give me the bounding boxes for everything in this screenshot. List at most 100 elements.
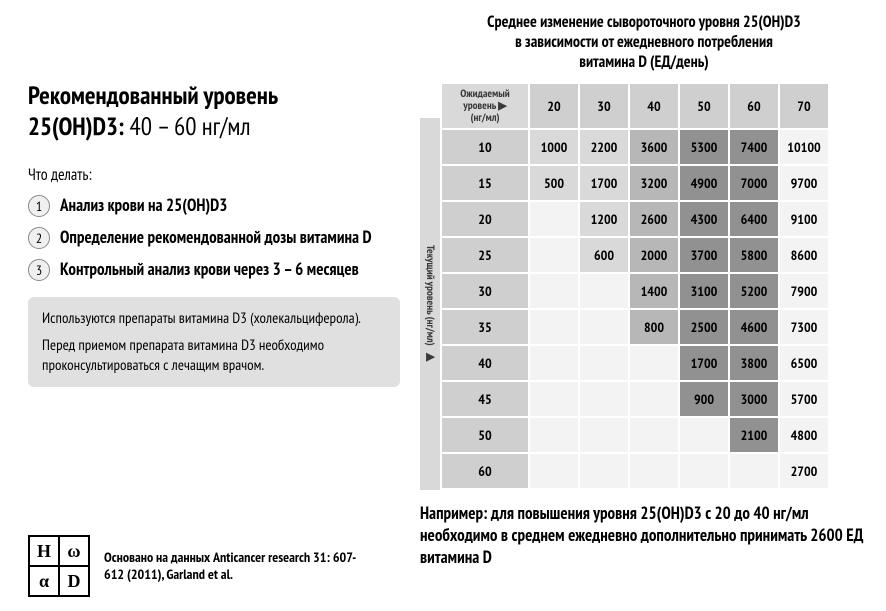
dose-cell: 10100 — [780, 130, 828, 164]
dose-cell: 2700 — [780, 454, 828, 488]
dose-cell — [530, 346, 578, 380]
down-arrow-icon: ▶ — [423, 350, 437, 363]
footer: H ω α D Основано на данных Anticancer re… — [28, 535, 364, 597]
target-header: 40 — [630, 84, 678, 128]
source-citation: Основано на данных Anticancer research 3… — [104, 549, 364, 584]
row-axis-text: Текущий уровень (нг/мл) — [423, 245, 437, 346]
dose-cell — [580, 454, 628, 488]
dose-cell: 3200 — [630, 166, 678, 200]
dose-cell: 5800 — [730, 238, 778, 272]
steps-list: 1 Анализ крови на 25(OH)D3 2Определение ре… — [28, 195, 406, 281]
dose-table: Ожидаемый уровень ▶(нг/мл)20304050607010… — [440, 82, 830, 490]
logo-cell-omega: ω — [60, 537, 90, 567]
step-item: 2Определение рекомендованной дозы витами… — [28, 227, 406, 249]
step-number: 2 — [28, 227, 50, 249]
dose-cell: 7300 — [780, 310, 828, 344]
dose-cell: 9100 — [780, 202, 828, 236]
recommendation-title: Рекомендованный уровень 25(OH)D3: 40 – 6… — [28, 80, 406, 143]
chart-title-l1: Среднее изменение сывороточного уровня 2… — [487, 12, 801, 32]
dose-cell: 5300 — [680, 130, 728, 164]
step-number: 1 — [28, 195, 50, 217]
logo-cell-alpha: α — [30, 567, 60, 597]
dose-cell: 2200 — [580, 130, 628, 164]
dose-cell: 3800 — [730, 346, 778, 380]
dose-cell: 4600 — [730, 310, 778, 344]
current-header: 60 — [442, 454, 528, 488]
title-compound: 25(OH)D3: — [28, 110, 124, 142]
page: Рекомендованный уровень 25(OH)D3: 40 – 6… — [0, 0, 886, 611]
step-item: 1 Анализ крови на 25(OH)D3 — [28, 195, 406, 217]
dose-cell: 1200 — [580, 202, 628, 236]
target-header: 70 — [780, 84, 828, 128]
dose-cell: 3700 — [680, 238, 728, 272]
step-item: 3 Контрольный анализ крови через 3 – 6 ме… — [28, 259, 406, 281]
title-line-1: Рекомендованный уровень — [28, 80, 406, 111]
dose-cell — [630, 454, 678, 488]
dose-cell: 1400 — [630, 274, 678, 308]
row-axis-label: Текущий уровень (нг/мл) ▶ — [420, 118, 440, 490]
chart-title-l2: в зависимости от ежедневного потребления — [515, 32, 773, 52]
dose-cell — [680, 454, 728, 488]
dose-cell: 5700 — [780, 382, 828, 416]
logo: H ω α D — [28, 535, 90, 597]
chart-title: Среднее изменение сывороточного уровня 2… — [420, 12, 868, 72]
dose-cell: 900 — [680, 382, 728, 416]
dose-cell: 4800 — [780, 418, 828, 452]
title-line-2: 25(OH)D3: 40 – 60 нг/мл — [28, 111, 406, 142]
dose-cell — [530, 382, 578, 416]
target-header: 50 — [680, 84, 728, 128]
current-header: 20 — [442, 202, 528, 236]
dose-cell — [530, 454, 578, 488]
dose-cell: 7900 — [780, 274, 828, 308]
current-header: 30 — [442, 274, 528, 308]
target-header: 20 — [530, 84, 578, 128]
note-2: Перед приемом препарата витамина D3 необ… — [42, 336, 386, 375]
dose-cell — [580, 382, 628, 416]
current-header: 45 — [442, 382, 528, 416]
dose-cell — [530, 202, 578, 236]
dose-cell — [630, 418, 678, 452]
dose-cell: 7400 — [730, 130, 778, 164]
dose-cell — [530, 310, 578, 344]
dose-cell — [580, 346, 628, 380]
dose-cell: 2100 — [730, 418, 778, 452]
step-number: 3 — [28, 259, 50, 281]
example-text: Например: для повышения уровня 25(OH)D3 … — [420, 502, 868, 568]
dose-cell: 600 — [580, 238, 628, 272]
todo-label: Что делать: — [28, 165, 406, 185]
current-header: 25 — [442, 238, 528, 272]
dose-cell — [530, 274, 578, 308]
dose-cell — [580, 418, 628, 452]
dose-cell: 2500 — [680, 310, 728, 344]
logo-cell-h: H — [30, 537, 60, 567]
step-text: Анализ крови на 25(OH)D3 — [60, 195, 227, 216]
step-text: Контрольный анализ крови через 3 – 6 мес… — [60, 259, 359, 280]
dose-cell: 4900 — [680, 166, 728, 200]
target-header: 30 — [580, 84, 628, 128]
dose-cell: 6400 — [730, 202, 778, 236]
dose-cell: 8600 — [780, 238, 828, 272]
dose-cell: 1000 — [530, 130, 578, 164]
current-header: 50 — [442, 418, 528, 452]
right-column: Среднее изменение сывороточного уровня 2… — [420, 0, 886, 611]
dose-cell: 2600 — [630, 202, 678, 236]
dose-cell: 2000 — [630, 238, 678, 272]
dose-cell: 4300 — [680, 202, 728, 236]
dose-cell — [730, 454, 778, 488]
current-header: 40 — [442, 346, 528, 380]
dose-cell: 3600 — [630, 130, 678, 164]
dose-cell — [580, 274, 628, 308]
title-range: 40 – 60 нг/мл — [124, 110, 250, 142]
dose-cell: 6500 — [780, 346, 828, 380]
col-axis-label: Ожидаемый уровень ▶(нг/мл) — [442, 84, 528, 128]
target-header: 60 — [730, 84, 778, 128]
dose-cell: 9700 — [780, 166, 828, 200]
dose-table-container: Текущий уровень (нг/мл) ▶ Ожидаемый уров… — [420, 82, 868, 490]
chart-title-l3: витамина D (ЕД/день) — [579, 52, 708, 72]
current-header: 15 — [442, 166, 528, 200]
dose-cell — [530, 418, 578, 452]
dose-cell — [580, 310, 628, 344]
dose-cell: 5200 — [730, 274, 778, 308]
logo-cell-d: D — [60, 567, 90, 597]
dose-cell: 7000 — [730, 166, 778, 200]
